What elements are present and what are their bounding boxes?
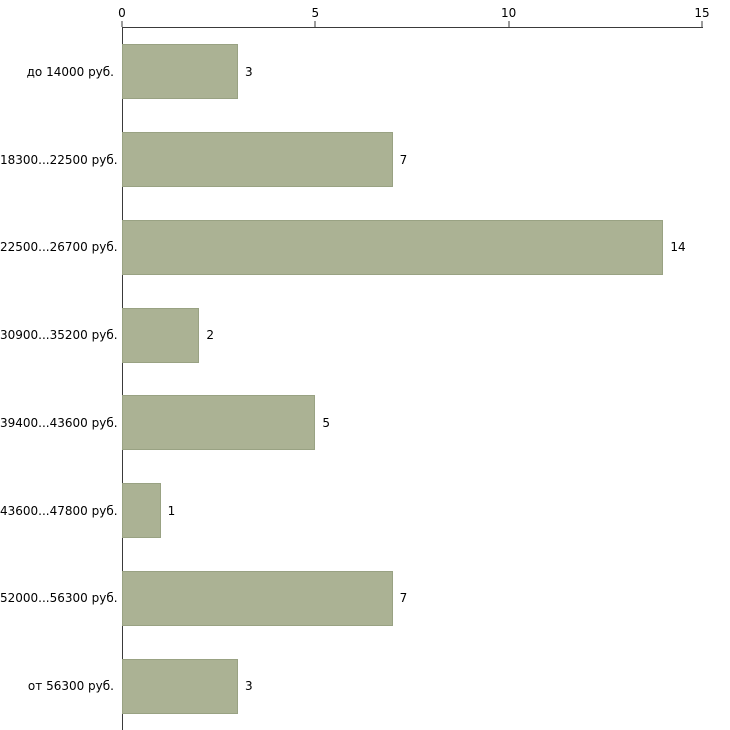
- x-tick-mark: [121, 21, 123, 27]
- bar-row: 18300...22500 руб. 7: [0, 116, 730, 204]
- value-label: 1: [167, 503, 176, 518]
- category-label: 52000...56300 руб.: [0, 591, 118, 606]
- bar-area: 3: [122, 658, 702, 714]
- category-label: 39400...43600 руб.: [0, 415, 118, 430]
- bar-area: 2: [122, 307, 702, 363]
- x-tick-label: 15: [694, 6, 710, 20]
- category-label: 30900...35200 руб.: [0, 328, 118, 343]
- bar-area: 7: [122, 132, 702, 188]
- x-tick-mark: [701, 21, 703, 27]
- bar-row: от 56300 руб. 3: [0, 642, 730, 730]
- x-tick-mark: [508, 21, 510, 27]
- bar-area: 7: [122, 570, 702, 626]
- value-label: 2: [206, 328, 214, 343]
- bar-row: 22500...26700 руб. 14: [0, 204, 730, 292]
- bar: [122, 307, 200, 363]
- bar-row: 43600...47800 руб. 1: [0, 467, 730, 555]
- category-label: от 56300 руб.: [27, 679, 114, 694]
- bar: [122, 570, 393, 626]
- bar-area: 3: [122, 44, 702, 100]
- x-tick-label: 10: [501, 6, 517, 20]
- bar-area: 14: [122, 219, 702, 275]
- category-label: 18300...22500 руб.: [0, 152, 118, 167]
- bar-row: 30900...35200 руб. 2: [0, 291, 730, 379]
- bar-row: 39400...43600 руб. 5: [0, 379, 730, 467]
- bar: [122, 132, 393, 188]
- value-label: 14: [670, 240, 686, 255]
- x-tick-mark: [314, 21, 316, 27]
- x-axis-line: [122, 27, 703, 28]
- bar-area: 5: [122, 395, 702, 451]
- bar: [122, 658, 238, 714]
- bar-row: до 14000 руб. 3: [0, 28, 730, 116]
- category-label: 22500...26700 руб.: [0, 240, 118, 255]
- y-axis-line: [122, 27, 123, 730]
- value-label: 7: [399, 591, 408, 606]
- bar-area: 1: [122, 483, 702, 539]
- value-label: 3: [245, 64, 253, 79]
- bar: [122, 483, 161, 539]
- bar-rows: до 14000 руб. 3 18300...22500 руб. 7 22500..…: [0, 28, 730, 730]
- value-label: 5: [322, 415, 330, 430]
- value-label: 3: [245, 679, 253, 694]
- x-axis-ticks: 0 5 10 15: [118, 0, 710, 27]
- bar: [122, 219, 664, 275]
- category-label: до 14000 руб.: [26, 64, 114, 79]
- value-label: 7: [399, 152, 408, 167]
- x-tick-label: 0: [118, 6, 126, 20]
- bar: [122, 44, 238, 100]
- bar-row: 52000...56300 руб. 7: [0, 555, 730, 643]
- x-tick-label: 5: [311, 6, 320, 20]
- bar: [122, 395, 316, 451]
- category-label: 43600...47800 руб.: [0, 503, 118, 518]
